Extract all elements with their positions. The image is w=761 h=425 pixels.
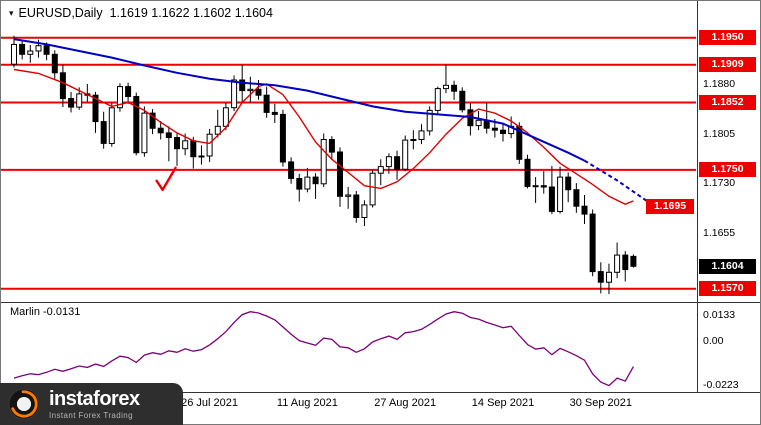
time-axis-label: 26 Jul 2021 bbox=[181, 397, 239, 409]
chart-symbol-period: EURUSD,Daily bbox=[18, 6, 103, 20]
price-axis-tick-label: 1.1805 bbox=[703, 127, 736, 140]
time-axis-label: 30 Sep 2021 bbox=[569, 397, 632, 409]
chart-marker-icon: ▾ bbox=[9, 7, 14, 18]
chart-title: ▾ EURUSD,Daily 1.1619 1.1622 1.1602 1.16… bbox=[9, 6, 273, 20]
indicator-name-label: Marlin -0.0131 bbox=[10, 306, 81, 318]
time-axis-label: 11 Aug 2021 bbox=[276, 397, 338, 409]
price-level-label: 1.1950 bbox=[699, 30, 756, 46]
price-axis-tick-label: 1.1655 bbox=[703, 226, 736, 239]
chart-ohlc-values: 1.1619 1.1622 1.1602 1.1604 bbox=[109, 6, 273, 20]
indicator-axis-tick-label: -0.0223 bbox=[703, 378, 739, 391]
logo-text-block: instaforex Instant Forex Trading bbox=[49, 389, 140, 420]
price-level-label: 1.1909 bbox=[699, 57, 756, 73]
ma-blue-forecast-dashed-line bbox=[583, 159, 651, 204]
indicator-axis-tick-label: 0.0133 bbox=[703, 308, 736, 321]
time-axis-label: 27 Aug 2021 bbox=[374, 397, 437, 409]
forecast-price-label: 1.1695 bbox=[646, 198, 694, 214]
marlin-oscillator-line bbox=[13, 311, 634, 387]
price-level-label: 1.1750 bbox=[699, 162, 756, 178]
price-level-label: 1.1852 bbox=[699, 94, 756, 110]
logo-brand-text: instaforex bbox=[49, 387, 140, 410]
price-axis-tick-label: 1.1880 bbox=[703, 77, 736, 90]
logo-tagline-text: Instant Forex Trading bbox=[49, 410, 133, 420]
indicator-axis-tick-label: 0.00 bbox=[703, 335, 724, 347]
ma-fast-red-line bbox=[13, 68, 634, 205]
checkmark-annotation bbox=[155, 166, 177, 191]
price-axis-tick-label: 1.1730 bbox=[703, 177, 736, 190]
instaforex-logo: instaforex Instant Forex Trading bbox=[0, 383, 183, 425]
current-price-label: 1.1604 bbox=[699, 258, 756, 274]
instaforex-emblem-icon bbox=[8, 388, 40, 420]
price-level-label: 1.1570 bbox=[699, 281, 756, 297]
ma-slow-blue-line bbox=[13, 38, 585, 162]
time-axis-label: 14 Sep 2021 bbox=[471, 397, 535, 409]
candlestick-series bbox=[11, 35, 637, 295]
level-lines bbox=[1, 36, 696, 290]
